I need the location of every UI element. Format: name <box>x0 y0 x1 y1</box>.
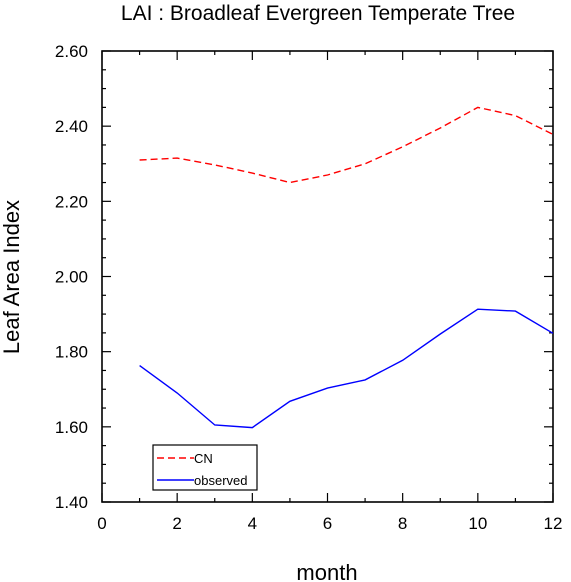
x-axis-label: month <box>296 560 357 582</box>
y-tick-label: 1.60 <box>55 418 88 437</box>
legend: CN observed <box>152 444 258 491</box>
legend-label-observed: observed <box>194 473 247 488</box>
plot-area-border <box>101 50 554 503</box>
y-tick-label: 2.20 <box>55 192 88 211</box>
x-tick-label: 12 <box>544 514 563 533</box>
legend-box <box>152 444 258 491</box>
series-line-CN <box>139 106 554 184</box>
plot-frame <box>101 50 554 503</box>
x-tick-label: 10 <box>468 514 487 533</box>
y-axis-ticks: 1.40 1.60 1.80 2.00 2.20 2.40 2.60 <box>55 42 553 512</box>
x-axis-ticks: 0 2 4 6 8 10 12 <box>97 51 562 533</box>
series-line-observed <box>139 308 554 429</box>
y-axis-label: Leaf Area Index <box>0 200 24 354</box>
y-tick-label: 2.40 <box>55 117 88 136</box>
y-tick-label: 1.80 <box>55 343 88 362</box>
x-tick-label: 4 <box>248 514 257 533</box>
y-tick-label: 1.40 <box>55 493 88 512</box>
x-tick-label: 6 <box>323 514 332 533</box>
x-tick-label: 8 <box>398 514 407 533</box>
chart-title: LAI : Broadleaf Evergreen Temperate Tree <box>121 2 515 25</box>
y-tick-label: 2.60 <box>55 42 88 61</box>
legend-label-CN: CN <box>194 451 213 466</box>
x-tick-label: 2 <box>172 514 181 533</box>
y-tick-label: 2.00 <box>55 268 88 287</box>
x-tick-label: 0 <box>97 514 106 533</box>
series-layer <box>139 106 554 429</box>
